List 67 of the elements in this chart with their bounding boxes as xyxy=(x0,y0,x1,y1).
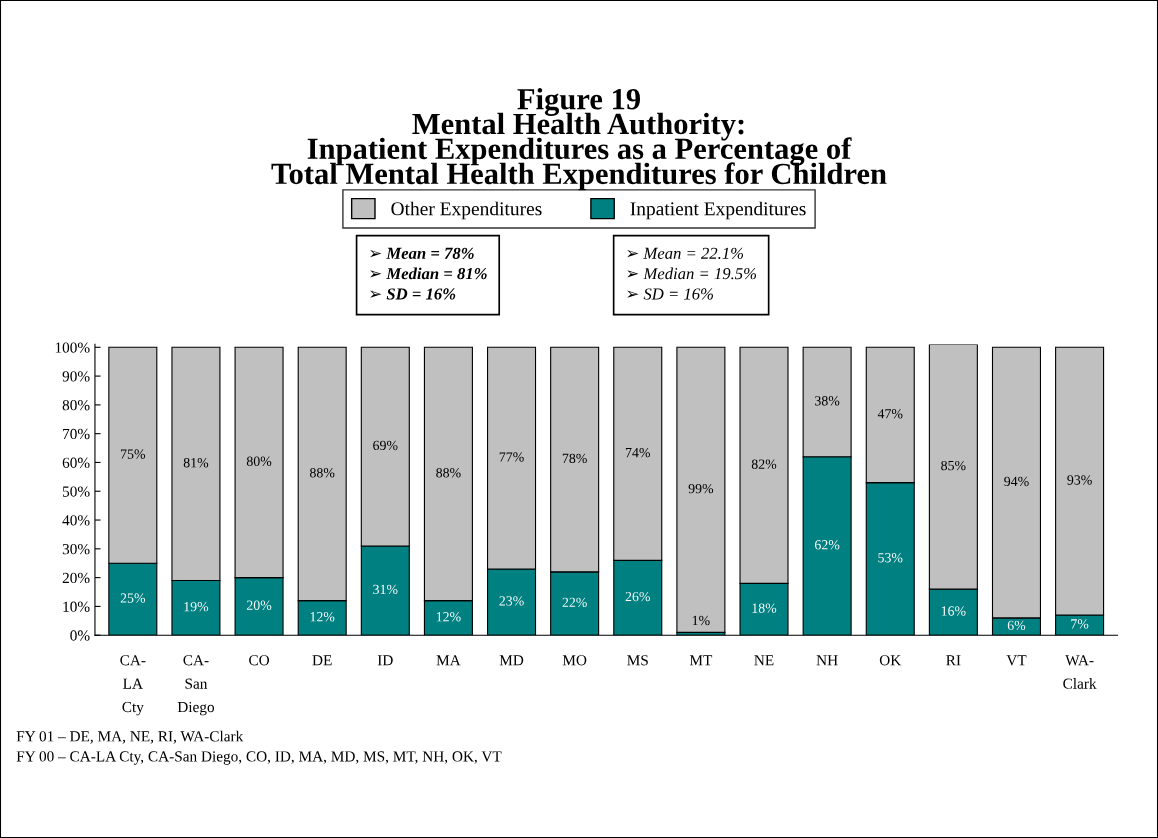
text: ➢ Mean = 22.1% ➢ Median = 19.5% ➢ SD = 16% xyxy=(627,247,757,300)
data-label: 19% xyxy=(184,601,209,612)
x-tick-label: CO xyxy=(249,655,270,666)
data-label: 31% xyxy=(373,584,398,595)
data-label: 20% xyxy=(246,600,272,610)
data-label: 75% xyxy=(121,449,146,459)
y-tick-label: 10% xyxy=(63,601,90,612)
y-tick-label: 0% xyxy=(70,630,90,641)
data-label: 7% xyxy=(1071,619,1089,629)
x-tick-label: DE xyxy=(312,655,332,666)
legend-label: Inpatient Expenditures xyxy=(630,201,806,220)
data-label: 69% xyxy=(373,440,398,451)
data-label: 22% xyxy=(562,597,587,608)
data-label: 53% xyxy=(878,553,903,563)
data-label: 78% xyxy=(562,453,587,464)
text: FY 00 – CA-LA Cty, CA-San Diego, CO, ID, MA, MD, MS, MT, NH, OK, VT xyxy=(16,751,502,765)
y-tick-label: 40% xyxy=(62,515,90,526)
data-label: 93% xyxy=(1067,475,1092,485)
data-label: 99% xyxy=(688,483,714,494)
data-label: 88% xyxy=(436,468,461,478)
x-tick-label: MO xyxy=(562,655,587,666)
x-tick-label: RI xyxy=(946,655,961,666)
y-tick-label: 100% xyxy=(55,342,90,353)
data-label: 26% xyxy=(625,591,651,602)
data-label: 62% xyxy=(814,540,840,550)
data-label: 38% xyxy=(815,396,840,406)
data-label: 82% xyxy=(751,459,777,469)
data-label: 1% xyxy=(692,615,710,626)
x-tick-label: OK xyxy=(879,655,902,666)
x-tick-label: ID xyxy=(377,655,393,666)
data-label: 12% xyxy=(436,612,461,622)
data-label: 74% xyxy=(625,447,651,458)
y-tick-label: 50% xyxy=(62,486,90,497)
bar xyxy=(676,346,726,633)
data-label: 6% xyxy=(1007,620,1026,631)
x-tick-label: VT xyxy=(1006,655,1027,666)
text: ➢ Mean = 78% ➢ Median = 81% ➢ SD = 16% xyxy=(370,247,487,300)
x-tick-label: CA- LA Cty xyxy=(120,655,146,716)
y-tick-label: 90% xyxy=(62,371,90,382)
data-label: 80% xyxy=(246,456,272,466)
data-label: 88% xyxy=(309,468,335,478)
data-label: 81% xyxy=(183,458,209,468)
chart-title: Figure 19 Mental Health Authority: Inpatient Expenditures as a Percentage of Total Mental Health Expenditures for Children xyxy=(271,87,887,191)
data-label: 23% xyxy=(499,596,524,606)
x-tick-label: NE xyxy=(754,655,774,666)
x-tick-label: WA- Clark xyxy=(1063,655,1097,689)
y-tick-label: 80% xyxy=(62,400,90,411)
data-label: 25% xyxy=(120,593,146,603)
y-tick-label: 70% xyxy=(63,428,90,440)
y-tick-label: 60% xyxy=(62,457,90,468)
data-label: 12% xyxy=(310,612,335,622)
y-tick-label: 20% xyxy=(62,572,90,584)
x-tick-label: MA xyxy=(436,655,461,666)
data-label: 85% xyxy=(941,460,966,471)
x-tick-label: MD xyxy=(499,655,524,666)
data-label: 47% xyxy=(877,409,903,419)
x-tick-label: MT xyxy=(689,655,713,666)
x-tick-label: MS xyxy=(627,655,648,666)
data-label: 18% xyxy=(752,603,777,613)
y-tick-label: 30% xyxy=(62,543,90,555)
x-tick-label: CA- San Diego xyxy=(177,655,215,716)
x-tick-label: NH xyxy=(816,655,838,666)
legend-label: Other Expenditures xyxy=(391,201,542,220)
text: FY 01 – DE, MA, NE, RI, WA-Clark xyxy=(16,730,244,744)
data-label: 94% xyxy=(1004,476,1029,487)
data-label: 16% xyxy=(941,606,966,616)
data-label: 77% xyxy=(499,452,524,462)
